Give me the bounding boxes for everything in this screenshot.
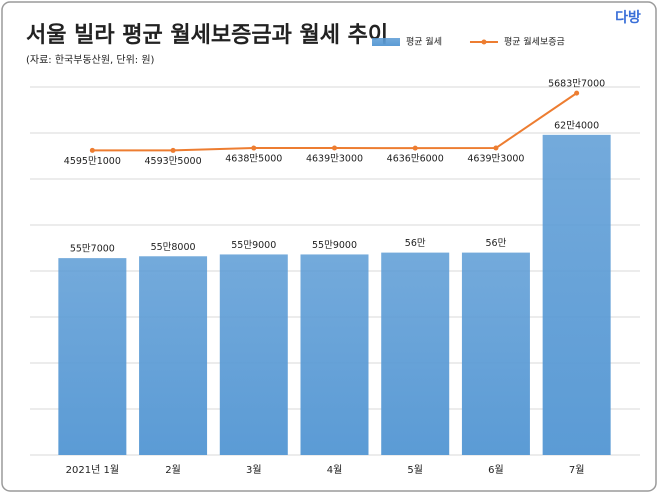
chart-title: 서울 빌라 평균 월세보증금과 월세 추이	[26, 23, 388, 48]
x-tick-label: 7월	[569, 464, 585, 476]
x-tick-label: 2021년 1월	[66, 464, 119, 476]
line-value-label: 4636만6000	[387, 154, 444, 165]
x-tick-label: 5월	[407, 464, 423, 476]
bar-value-label: 56만	[486, 238, 507, 249]
line-value-label: 4639만3000	[467, 154, 524, 165]
x-tick-label: 3월	[246, 464, 262, 476]
line-point	[493, 145, 499, 151]
line-point	[574, 90, 580, 96]
x-tick-label: 2월	[165, 464, 181, 476]
legend-label: 평균 월세보증금	[504, 36, 565, 48]
line-point	[332, 145, 337, 151]
line-point	[170, 147, 176, 153]
bar	[300, 254, 369, 455]
line-value-label: 5683만7000	[548, 79, 605, 90]
line-value-label: 4639만3000	[306, 154, 363, 165]
logo: 다방	[615, 9, 641, 26]
bar-value-label: 55만9000	[312, 240, 357, 251]
legend-swatch	[372, 38, 400, 46]
line-value-label: 4593만5000	[145, 156, 202, 167]
bar-value-label: 56만	[405, 238, 426, 249]
bar	[139, 256, 208, 455]
line-value-label: 4595만1000	[64, 156, 121, 167]
bar	[542, 134, 611, 455]
x-tick-label: 4월	[327, 464, 343, 476]
line-point	[412, 145, 418, 151]
bar-value-label: 55만7000	[70, 244, 115, 255]
bar-value-label: 55만8000	[151, 242, 196, 253]
bar	[461, 252, 530, 455]
legend-label: 평균 월세	[406, 36, 442, 48]
x-tick-label: 6월	[488, 464, 504, 476]
bar-value-label: 55만9000	[231, 240, 276, 251]
line-value-label: 4638만5000	[225, 154, 282, 165]
bar	[381, 252, 450, 455]
legend-marker	[481, 39, 487, 45]
line-point	[251, 145, 257, 151]
bar	[58, 258, 127, 455]
line-point	[89, 147, 95, 153]
chart-subtitle: (자료: 한국부동산원, 단위: 원)	[26, 53, 155, 66]
bar	[219, 254, 288, 455]
bar-value-label: 62만4000	[554, 120, 599, 131]
